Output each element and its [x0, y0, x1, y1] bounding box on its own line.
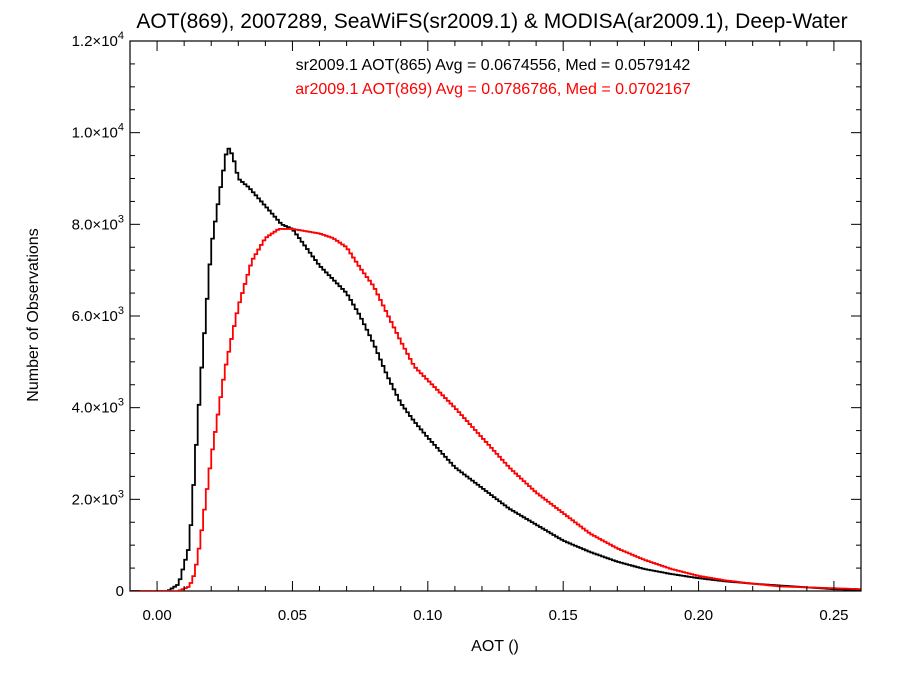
x-axis-label: AOT () [471, 638, 519, 655]
legend: sr2009.1 AOT(865) Avg = 0.0674556, Med =… [295, 57, 691, 98]
plot-area [129, 40, 862, 592]
y-tick-label: 4.0×103 [72, 397, 124, 417]
y-axis: 0 2.0×103 4.0×103 6.0×103 8.0×103 1.0×104 1.2×… [72, 30, 861, 600]
chart-title: AOT(869), 2007289, SeaWiFS(sr2009.1) & M… [136, 10, 847, 33]
y-tick-label: 8.0×103 [72, 213, 124, 233]
y-tick-label: 1.0×104 [72, 122, 124, 142]
x-tick-label: 0.25 [819, 607, 848, 624]
x-tick-label: 0.05 [278, 607, 307, 624]
y-tick-label: 1.2×104 [72, 30, 124, 50]
series-line-1 [130, 147, 861, 591]
y-axis-label: Number of Observations [25, 228, 42, 401]
x-tick-label: 0.20 [684, 607, 713, 624]
x-tick-label: 0.15 [549, 607, 578, 624]
legend-entry-1: sr2009.1 AOT(865) Avg = 0.0674556, Med =… [296, 57, 691, 74]
x-axis: 0.00 0.05 0.10 0.15 0.20 0.25 [142, 41, 862, 624]
legend-entry-2: ar2009.1 AOT(869) Avg = 0.0786786, Med =… [295, 81, 691, 98]
plot-frame [129, 40, 862, 592]
x-tick-label: 0.00 [142, 607, 171, 624]
y-tick-label: 2.0×103 [72, 488, 124, 508]
y-tick-label: 0 [116, 583, 124, 600]
series-line-2 [130, 228, 861, 591]
x-tick-label: 0.10 [413, 607, 442, 624]
y-tick-label: 6.0×103 [72, 305, 124, 325]
